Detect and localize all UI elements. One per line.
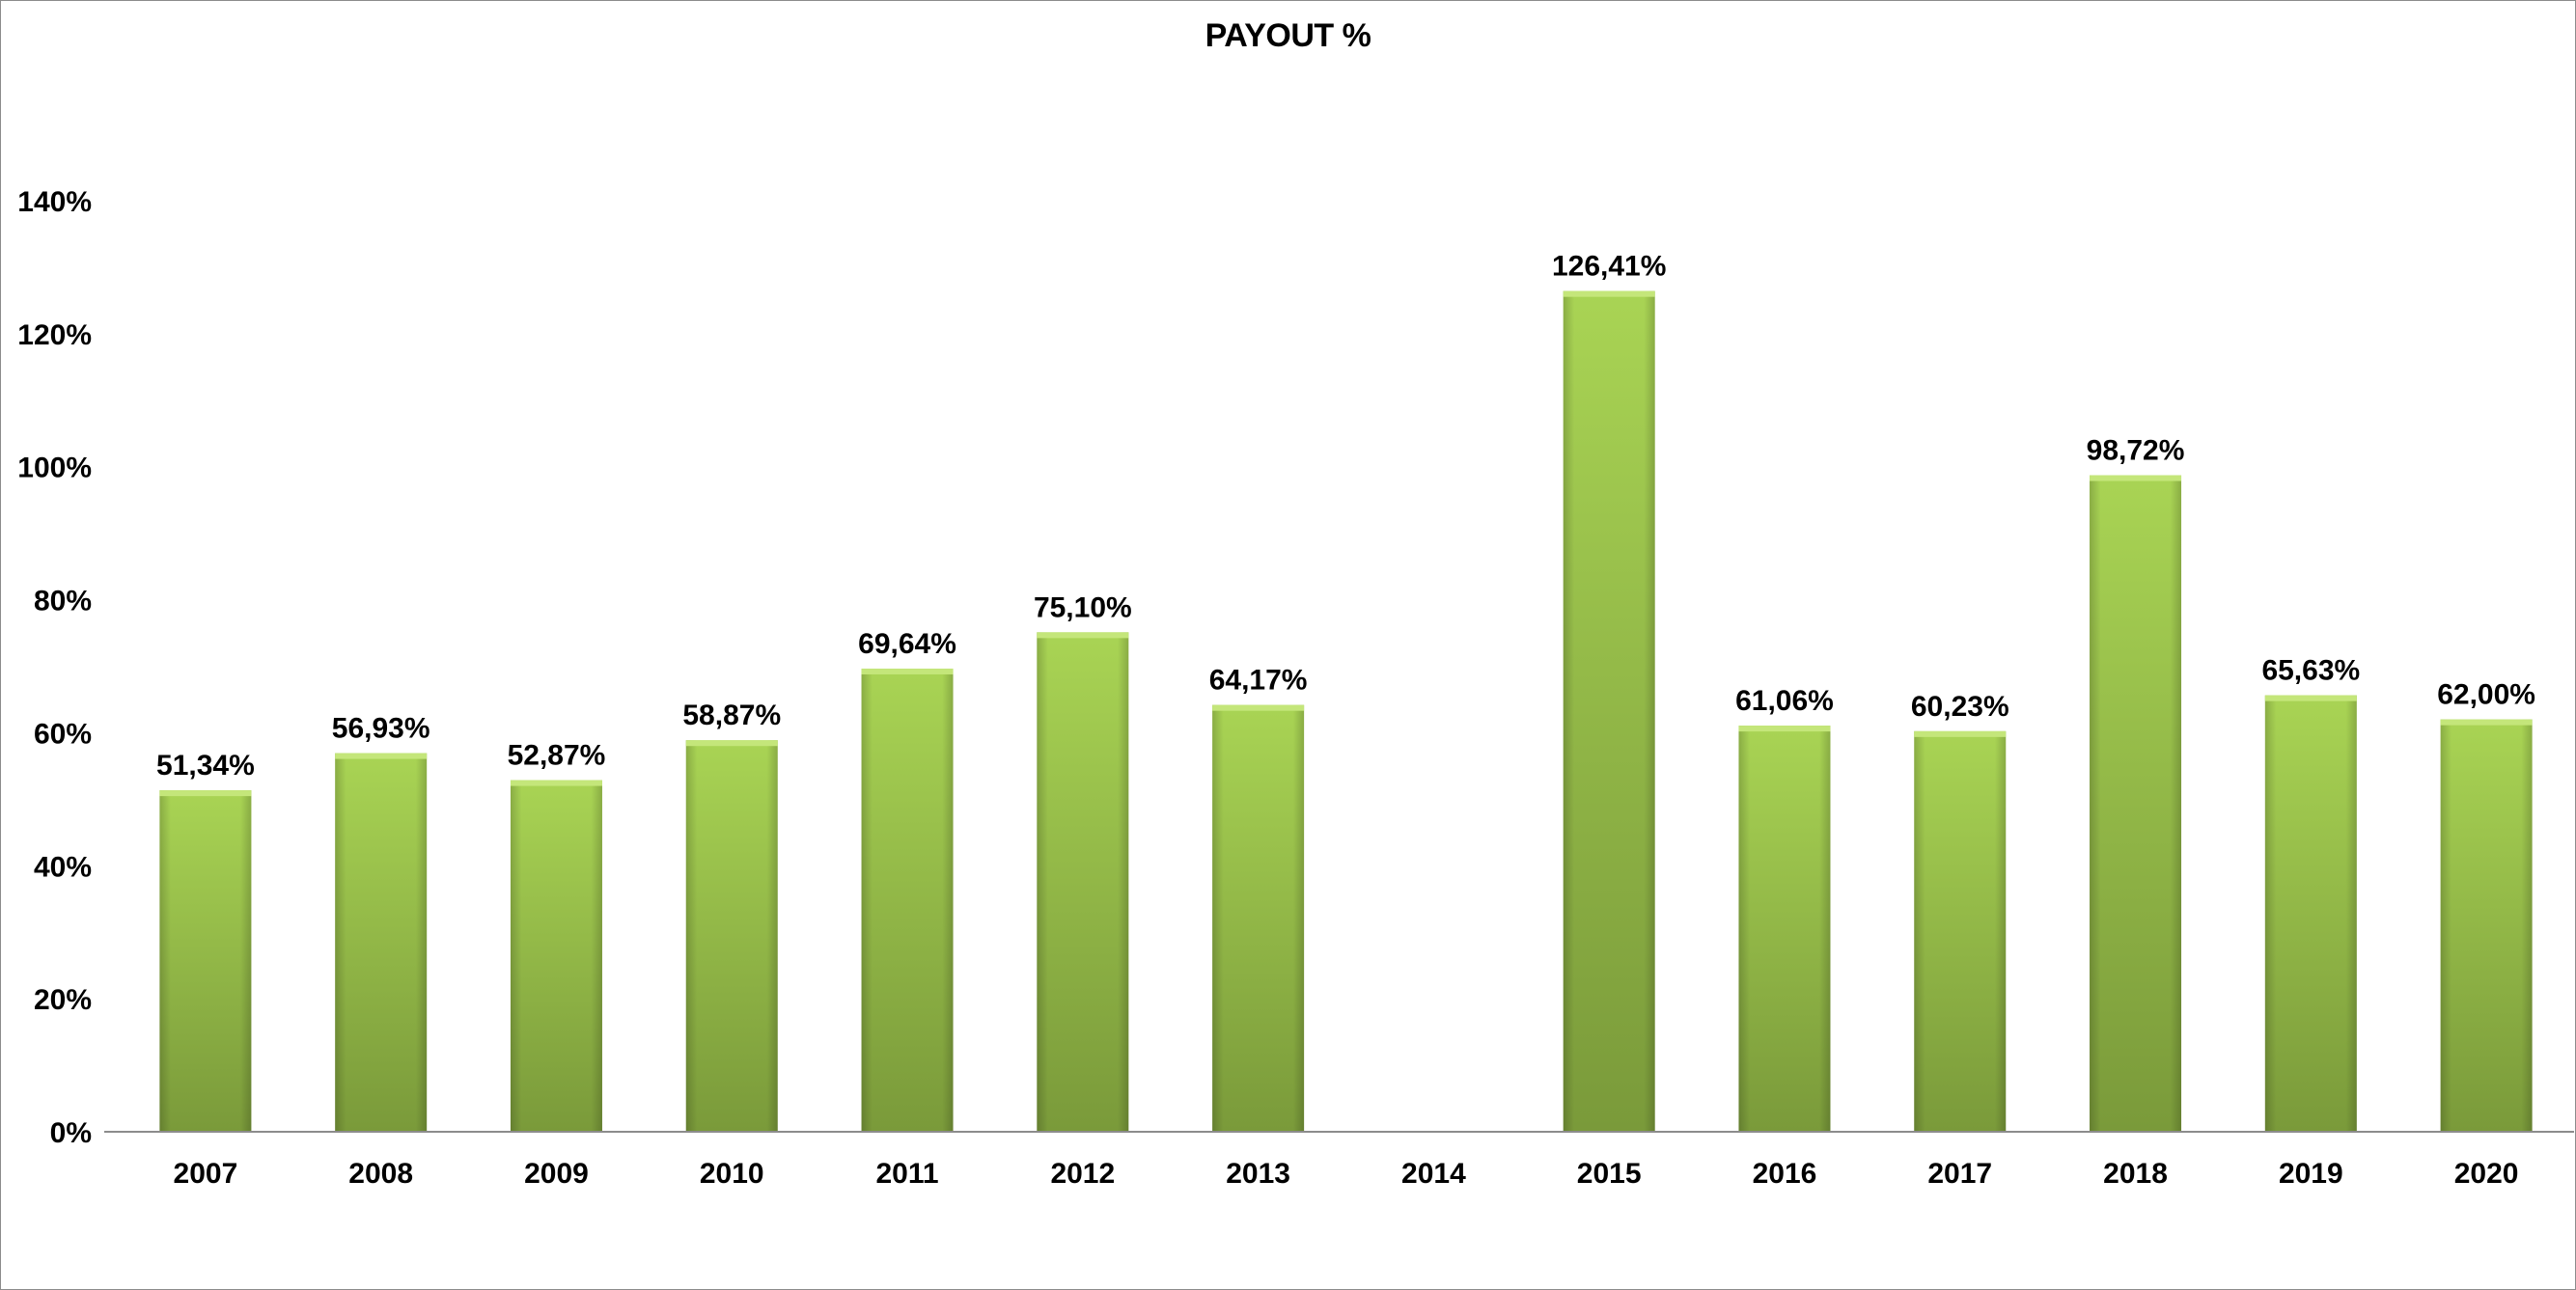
bar-top — [1914, 730, 2007, 737]
x-tick-label: 2010 — [700, 1158, 764, 1190]
bar-shade — [685, 740, 778, 1132]
bar-top — [2090, 475, 2182, 481]
x-tick-label: 2014 — [1401, 1158, 1466, 1190]
x-tick-label: 2016 — [1753, 1158, 1817, 1190]
y-tick-label: 140% — [17, 186, 92, 218]
y-tick-label: 120% — [17, 319, 92, 351]
data-label: 69,64% — [858, 628, 956, 660]
bar-top — [1738, 726, 1831, 732]
x-tick-label: 2015 — [1577, 1158, 1642, 1190]
x-tick-label: 2017 — [1927, 1158, 1992, 1190]
bar-top — [159, 790, 252, 797]
data-label: 75,10% — [1034, 591, 1132, 623]
data-label: 60,23% — [1911, 691, 2009, 723]
x-axis: 2007 2008 2009 2010 2011 2012 2013 2014 2015 2016… — [104, 1131, 2574, 1190]
bar-shade — [2090, 475, 2182, 1133]
chart-title: PAYOUT % — [1205, 17, 1371, 54]
data-label: 65,63% — [2261, 655, 2360, 687]
bar-top — [1563, 290, 1655, 297]
y-tick-label: 0% — [50, 1117, 92, 1149]
bar-top — [510, 780, 602, 786]
x-tick-label: 2020 — [2454, 1158, 2519, 1190]
data-label: 61,06% — [1735, 685, 1834, 717]
bar-shade — [1914, 730, 2007, 1132]
bar-shade — [1738, 726, 1831, 1132]
x-tick-label: 2011 — [875, 1158, 938, 1190]
x-tick-label: 2019 — [2279, 1158, 2343, 1190]
bar-top — [1037, 632, 1129, 639]
data-labels: 51,34% 56,93% 52,87% 58,87% 69,64% 75,10% 64,1… — [156, 251, 2535, 782]
data-label: 51,34% — [156, 750, 255, 782]
bar-shade — [510, 780, 602, 1132]
bar-shade — [159, 790, 252, 1132]
y-tick-label: 60% — [34, 718, 92, 750]
bar-shade — [2264, 695, 2357, 1132]
data-label: 52,87% — [508, 740, 606, 772]
y-tick-label: 100% — [17, 453, 92, 484]
data-label: 62,00% — [2437, 679, 2535, 711]
bars — [159, 290, 2533, 1133]
x-tick-label: 2018 — [2103, 1158, 2168, 1190]
y-axis-labels: 0% 20% 40% 60% 80% 100% 120% 140% — [17, 186, 92, 1149]
data-label: 98,72% — [2087, 435, 2185, 467]
bar-top — [2440, 719, 2533, 726]
x-tick-label: 2012 — [1050, 1158, 1115, 1190]
data-label: 58,87% — [682, 700, 781, 731]
bar-shade — [861, 668, 954, 1132]
x-tick-label: 2009 — [524, 1158, 589, 1190]
bar-top — [1212, 704, 1305, 711]
y-tick-label: 20% — [34, 984, 92, 1016]
bar-shade — [1212, 704, 1305, 1132]
x-tick-label: 2013 — [1226, 1158, 1290, 1190]
y-tick-label: 80% — [34, 586, 92, 618]
data-label: 56,93% — [332, 713, 430, 745]
y-tick-label: 40% — [34, 851, 92, 883]
bar-shade — [1563, 290, 1655, 1132]
bar-top — [2264, 695, 2357, 701]
bar-top — [335, 753, 428, 759]
data-label: 64,17% — [1209, 665, 1308, 697]
bar-shade — [2440, 719, 2533, 1132]
x-tick-label: 2008 — [348, 1158, 413, 1190]
x-tick-label: 2007 — [174, 1158, 238, 1190]
bar-shade — [335, 753, 428, 1132]
data-label: 126,41% — [1552, 251, 1666, 283]
bar-shade — [1037, 632, 1129, 1132]
bar-top — [861, 668, 954, 674]
bar-top — [685, 740, 778, 747]
